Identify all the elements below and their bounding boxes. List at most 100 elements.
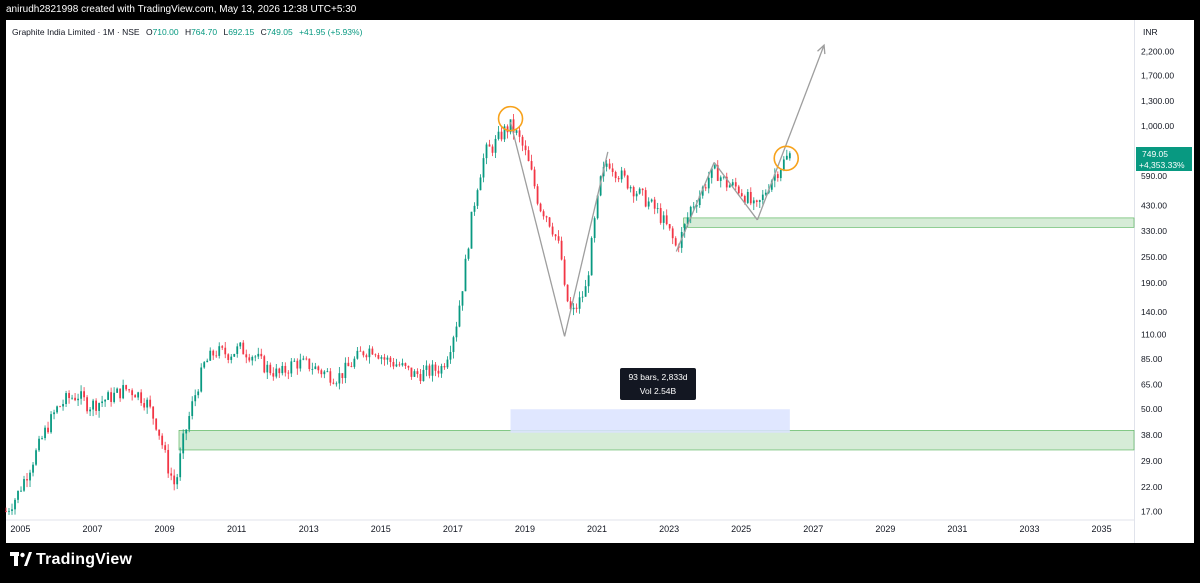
candle-body: [452, 337, 455, 353]
candle-body: [506, 126, 509, 133]
candle-body: [764, 192, 767, 195]
candle-body: [26, 479, 28, 481]
creator-bar: anirudh2821998 created with TradingView.…: [0, 0, 1200, 20]
candle-body: [293, 360, 296, 362]
candle-body: [455, 326, 458, 338]
candle-body: [392, 361, 395, 367]
candle-body: [83, 391, 85, 398]
y-tick-label: 17.00: [1141, 506, 1163, 516]
candle-body: [5, 511, 7, 513]
candle-body: [254, 356, 257, 358]
close-value: 749.05: [266, 27, 293, 37]
candle-body: [158, 429, 161, 436]
candle-body: [263, 356, 266, 373]
candle-body: [227, 354, 230, 360]
candle-body: [542, 211, 545, 217]
candle-body: [461, 291, 464, 306]
high-label: H: [184, 27, 192, 37]
candle-body: [344, 362, 347, 379]
candle-body: [179, 453, 182, 478]
candle-body: [131, 390, 134, 396]
brand-name: TradingView: [36, 551, 133, 568]
candle-body: [728, 185, 731, 188]
candle-body: [515, 130, 518, 133]
candle-body: [185, 429, 188, 434]
candle-body: [527, 150, 530, 162]
candle-body: [755, 200, 758, 202]
candle-body: [149, 399, 152, 407]
brand-bar: [0, 543, 1200, 583]
candle-body: [281, 365, 284, 374]
x-tick-label: 2017: [443, 524, 463, 534]
candle-body: [491, 146, 494, 153]
candle-body: [476, 190, 479, 206]
candle-body: [95, 400, 97, 411]
candle-body: [440, 366, 443, 374]
highlight-circle-2[interactable]: [773, 145, 800, 172]
candle-body: [671, 228, 674, 239]
candle-body: [86, 397, 88, 412]
candle-body: [188, 416, 191, 430]
candle-body: [434, 364, 437, 371]
candle-body: [467, 248, 470, 259]
x-tick-label: 2027: [803, 524, 823, 534]
highlight-circle-1[interactable]: [497, 105, 524, 132]
measure-range-box[interactable]: [510, 409, 790, 433]
candle-body: [662, 215, 665, 223]
candle-body: [314, 366, 317, 369]
candle-body: [422, 369, 425, 382]
trendline-3[interactable]: [675, 162, 715, 252]
candle-body: [371, 348, 374, 355]
creator-line: anirudh2821998 created with TradingView.…: [6, 4, 357, 15]
trendline-4[interactable]: [713, 161, 758, 221]
candle-body: [311, 368, 314, 370]
last-price-value: 749.05: [1142, 149, 1168, 159]
y-tick-label: 330.00: [1141, 226, 1167, 236]
candle-body: [140, 392, 143, 404]
candle-body: [23, 479, 25, 491]
chart-pane[interactable]: [6, 20, 1140, 543]
candle-body: [518, 130, 521, 137]
trendline-2[interactable]: [563, 151, 609, 337]
y-tick-label: 38.00: [1141, 430, 1163, 440]
candle-body: [776, 174, 779, 179]
candle-body: [524, 145, 527, 151]
candle-body: [284, 365, 287, 373]
trendline-1[interactable]: [509, 122, 566, 337]
candle-body: [713, 165, 716, 169]
candle-body: [65, 393, 67, 405]
candle-body: [377, 355, 380, 359]
candle-body: [740, 193, 743, 197]
candle-body: [269, 364, 272, 374]
open-label: O: [145, 27, 153, 37]
candle-body: [353, 358, 356, 367]
candle-body: [716, 165, 719, 181]
candle-body: [173, 475, 176, 485]
candle-body: [236, 346, 239, 354]
trendline-5[interactable]: [756, 44, 825, 221]
candle-body: [617, 178, 620, 180]
candle-body: [47, 427, 49, 433]
x-tick-label: 2007: [82, 524, 102, 534]
high-value: 764.70: [191, 27, 218, 37]
candle-body: [701, 187, 704, 196]
support-zone-upper[interactable]: [683, 217, 1135, 228]
right-edge: [1194, 20, 1200, 543]
candle-body: [530, 161, 533, 170]
price-axis[interactable]: [1134, 20, 1195, 543]
candle-body: [704, 187, 707, 189]
candle-body: [707, 177, 710, 189]
symbol-legend: Graphite India Limited · 1M · NSE O710.0…: [12, 27, 362, 37]
candle-body: [296, 360, 299, 369]
candle-body: [407, 365, 410, 368]
candle-body: [230, 356, 233, 360]
candle-body: [245, 354, 248, 358]
candle-body: [683, 224, 686, 232]
x-tick-label: 2021: [587, 524, 607, 534]
support-zone-lower[interactable]: [178, 430, 1135, 451]
candle-body: [215, 355, 218, 357]
candle-body: [710, 168, 713, 178]
candle-body: [533, 169, 536, 187]
y-tick-label: 2,200.00: [1141, 46, 1174, 56]
